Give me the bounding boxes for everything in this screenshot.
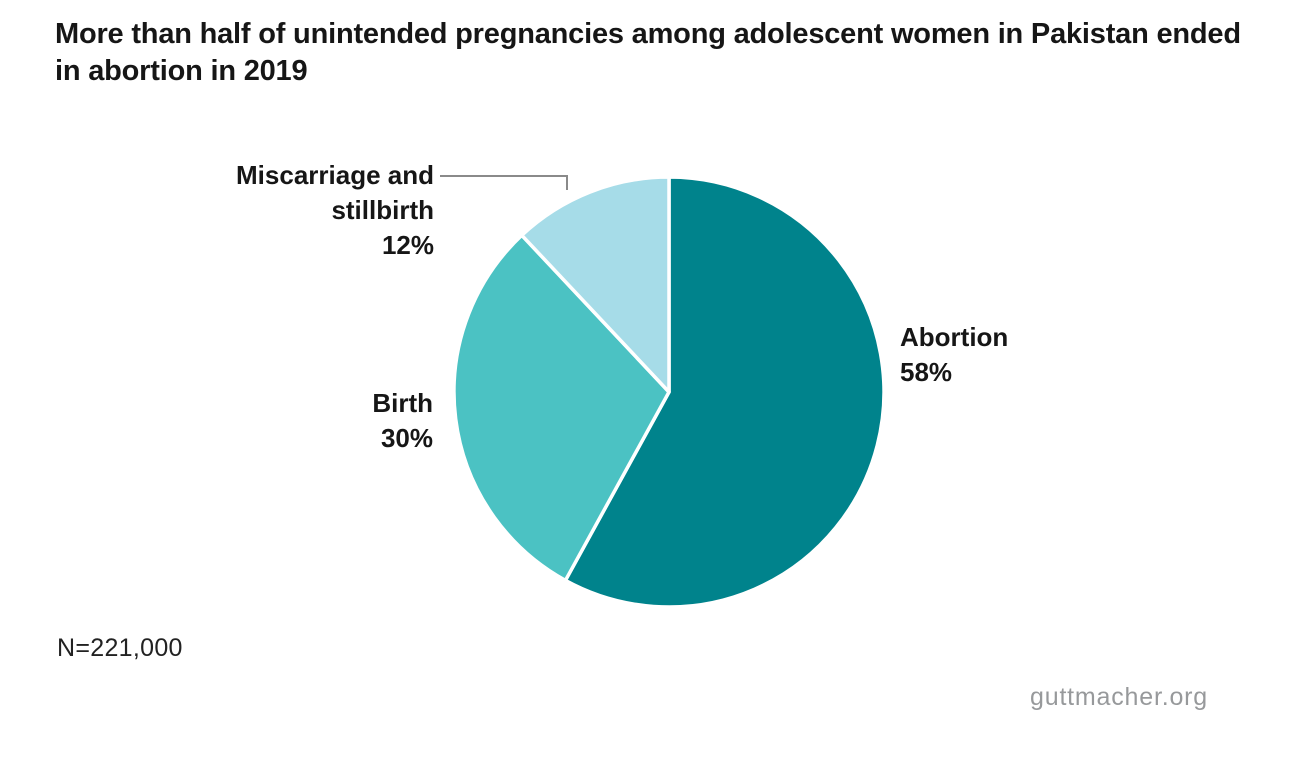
pie-slices-group [452, 175, 886, 609]
chart-title: More than half of unintended pregnancies… [55, 18, 1241, 87]
pie-slice-birth [452, 233, 671, 583]
birth-label-text: Birth [372, 388, 433, 418]
abortion-pct-value: 58% [900, 357, 953, 387]
birth-pct-value: 30% [380, 423, 433, 453]
miscarriage-pct-value: 12% [381, 230, 434, 260]
source-watermark: guttmacher.org [1030, 683, 1208, 711]
miscarriage-label-text: Miscarriage and stillbirth [236, 160, 434, 225]
label-miscarriage: Miscarriage and stillbirth 12% [234, 158, 434, 263]
label-birth: Birth 30% [233, 386, 433, 456]
label-abortion: Abortion 58% [900, 320, 1120, 390]
miscarriage-leader-line [440, 175, 568, 190]
sample-size-note: N=221,000 [57, 634, 183, 662]
pie-slice-miscarriage-and-stillbirth [520, 175, 671, 394]
abortion-label-text: Abortion [900, 322, 1009, 352]
pie-slice-abortion [563, 175, 886, 609]
